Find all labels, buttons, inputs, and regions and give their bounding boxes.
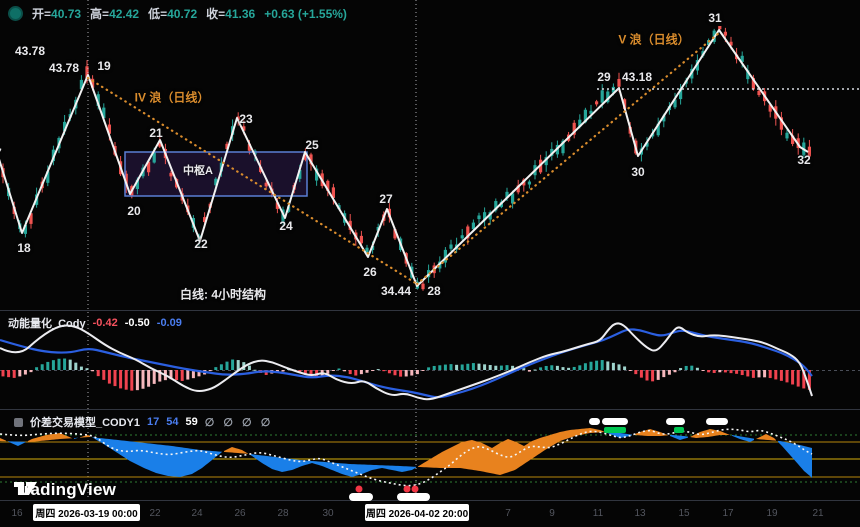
indicator2-value-2: 54 xyxy=(166,416,179,428)
ohlc-bar: 开=40.73 高=42.42 低=40.72 收=41.36 +0.63 (+… xyxy=(8,5,347,22)
pivot-label: 25 xyxy=(305,138,319,152)
indicator2-value-3: 59 xyxy=(185,416,198,428)
pivot-label: 28 xyxy=(427,284,441,298)
time-axis-tick: 7 xyxy=(505,508,511,519)
time-axis-tick: 26 xyxy=(234,508,246,519)
pivot-label: 27 xyxy=(379,192,393,206)
pivot-label: 31 xyxy=(708,11,722,25)
time-axis-tick: 21 xyxy=(812,508,824,519)
change-value: +0.63 (+1.55%) xyxy=(264,6,347,21)
pivot-label: 30 xyxy=(631,165,645,179)
tradingview-logo-text: TradingView xyxy=(14,480,117,499)
pivot-label: 29 xyxy=(597,70,611,84)
indicator2-value-1: 17 xyxy=(147,416,160,428)
pivot-label: 32 xyxy=(797,153,811,167)
pivot-label: 20 xyxy=(127,204,141,218)
zhongshu-box-label: 中枢A xyxy=(183,165,213,177)
pivot-label: 43.78 xyxy=(48,61,80,75)
pivot-label: 23 xyxy=(239,112,253,126)
wave-annotation: V 浪（日线） xyxy=(618,32,690,47)
indicator-grip-icon[interactable] xyxy=(14,417,23,427)
pivot-label: 17 xyxy=(0,146,2,160)
time-axis-tick: 15 xyxy=(678,508,690,519)
time-axis-tick: 28 xyxy=(277,508,289,519)
time-axis-tick: 16 xyxy=(11,508,23,519)
pivot-label: 34.44 xyxy=(380,284,412,298)
time-axis-tick: 13 xyxy=(634,508,646,519)
time-axis-tick: 19 xyxy=(766,508,778,519)
pivot-label: 19 xyxy=(97,59,111,73)
tradingview-logo-icon xyxy=(14,482,37,495)
wave-annotation: IV 浪（日线） xyxy=(134,90,210,105)
indicator2-title[interactable]: 价差交易模型_CODY1 xyxy=(30,417,141,429)
time-axis-tick: 11 xyxy=(592,508,604,519)
symbol-status-dot[interactable] xyxy=(8,6,23,21)
pivot-label: 白线: 4小时结构 xyxy=(179,287,267,302)
pivot-label: 18 xyxy=(17,241,31,255)
indicator1-value-hist: -0.42 xyxy=(92,317,118,329)
pivot-label: 24 xyxy=(279,219,293,233)
indicator1-title[interactable]: 动能量化_Cody xyxy=(8,318,86,330)
pivot-label: 43.78 xyxy=(14,44,46,58)
pivot-label: 26 xyxy=(363,265,377,279)
indicator2-empty-flags[interactable]: ∅ ∅ ∅ ∅ xyxy=(204,416,274,429)
time-axis-tick: 9 xyxy=(549,508,555,519)
indicator1-value-fast: -0.50 xyxy=(124,317,150,329)
crosshair-date-label: 周四 2026-03-19 00:00 xyxy=(33,504,140,521)
time-axis-tick: 17 xyxy=(722,508,734,519)
time-axis-tick: 24 xyxy=(191,508,203,519)
tradingview-logo[interactable]: TradingView xyxy=(14,480,116,500)
ohlc-low: 低=40.72 xyxy=(148,7,198,21)
indicator1-value-signal: -0.09 xyxy=(156,317,182,329)
ohlc-close: 收=41.36 xyxy=(206,7,256,21)
crosshair-date-label: 周四 2026-04-02 20:00 xyxy=(365,504,469,521)
ohlc-high: 高=42.42 xyxy=(90,7,140,21)
pivot-label: 21 xyxy=(149,126,163,140)
indicator1-header[interactable]: 动能量化_Cody -0.42 -0.50 -0.09 xyxy=(8,315,182,331)
pivot-label: 43.18 xyxy=(621,70,653,84)
time-axis-tick: 22 xyxy=(149,508,161,519)
pivot-label: 22 xyxy=(194,237,208,251)
ohlc-open: 开=40.73 xyxy=(32,7,82,21)
time-axis-tick: 30 xyxy=(322,508,334,519)
indicator2-header[interactable]: 价差交易模型_CODY1 17 54 59 ∅ ∅ ∅ ∅ xyxy=(14,414,273,430)
